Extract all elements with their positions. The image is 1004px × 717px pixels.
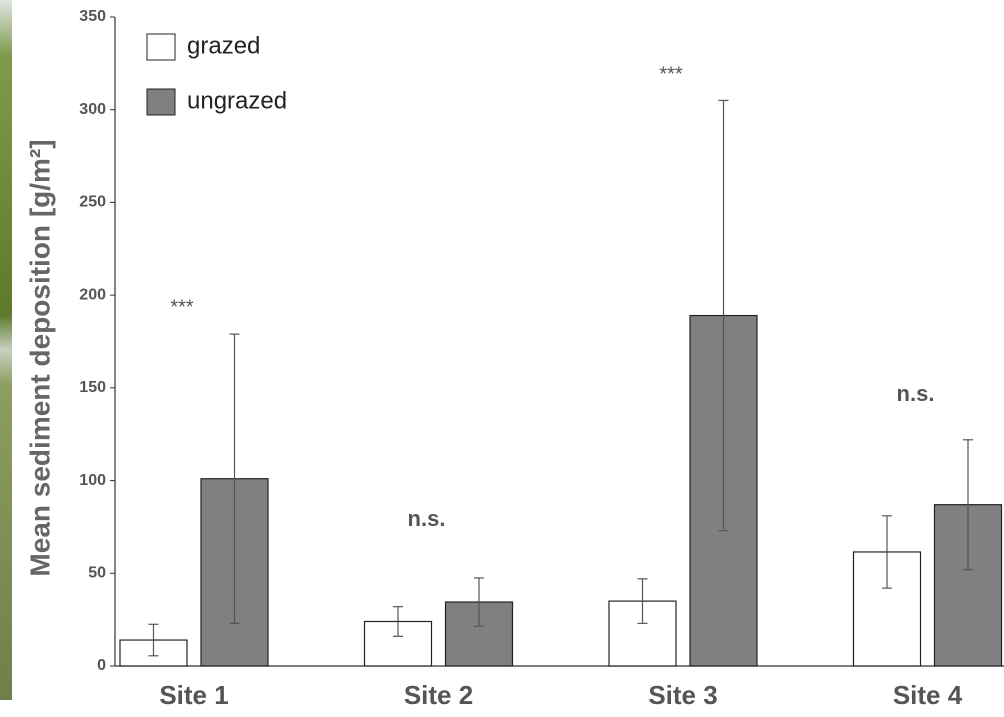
x-tick-label: Site 2 [404,680,473,710]
legend-swatch [147,34,175,60]
y-tick-label: 300 [79,101,106,118]
y-axis-label: Mean sediment deposition [g/m²] [24,139,55,576]
y-tick-label: 0 [97,657,106,674]
legend-label: ungrazed [187,87,287,114]
legend-label: grazed [187,32,260,59]
x-tick-label: Site 3 [648,680,717,710]
x-tick-label: Site 1 [159,680,228,710]
x-tick-label: Site 4 [893,680,963,710]
y-tick-label: 250 [79,194,106,211]
annotation: n.s. [408,506,446,531]
background-photo-strip [0,0,12,700]
annotation: n.s. [897,381,935,406]
y-tick-label: 100 [79,472,106,489]
chart: Mean sediment deposition [g/m²] 0 50 100 15… [0,0,1004,717]
y-tick-label: 50 [88,565,106,582]
annotation: *** [659,63,683,85]
y-tick-label: 150 [79,379,106,396]
annotation: *** [170,296,194,318]
y-tick-label: 350 [79,8,106,25]
legend-swatch [147,89,175,115]
y-tick-label: 200 [79,286,106,303]
